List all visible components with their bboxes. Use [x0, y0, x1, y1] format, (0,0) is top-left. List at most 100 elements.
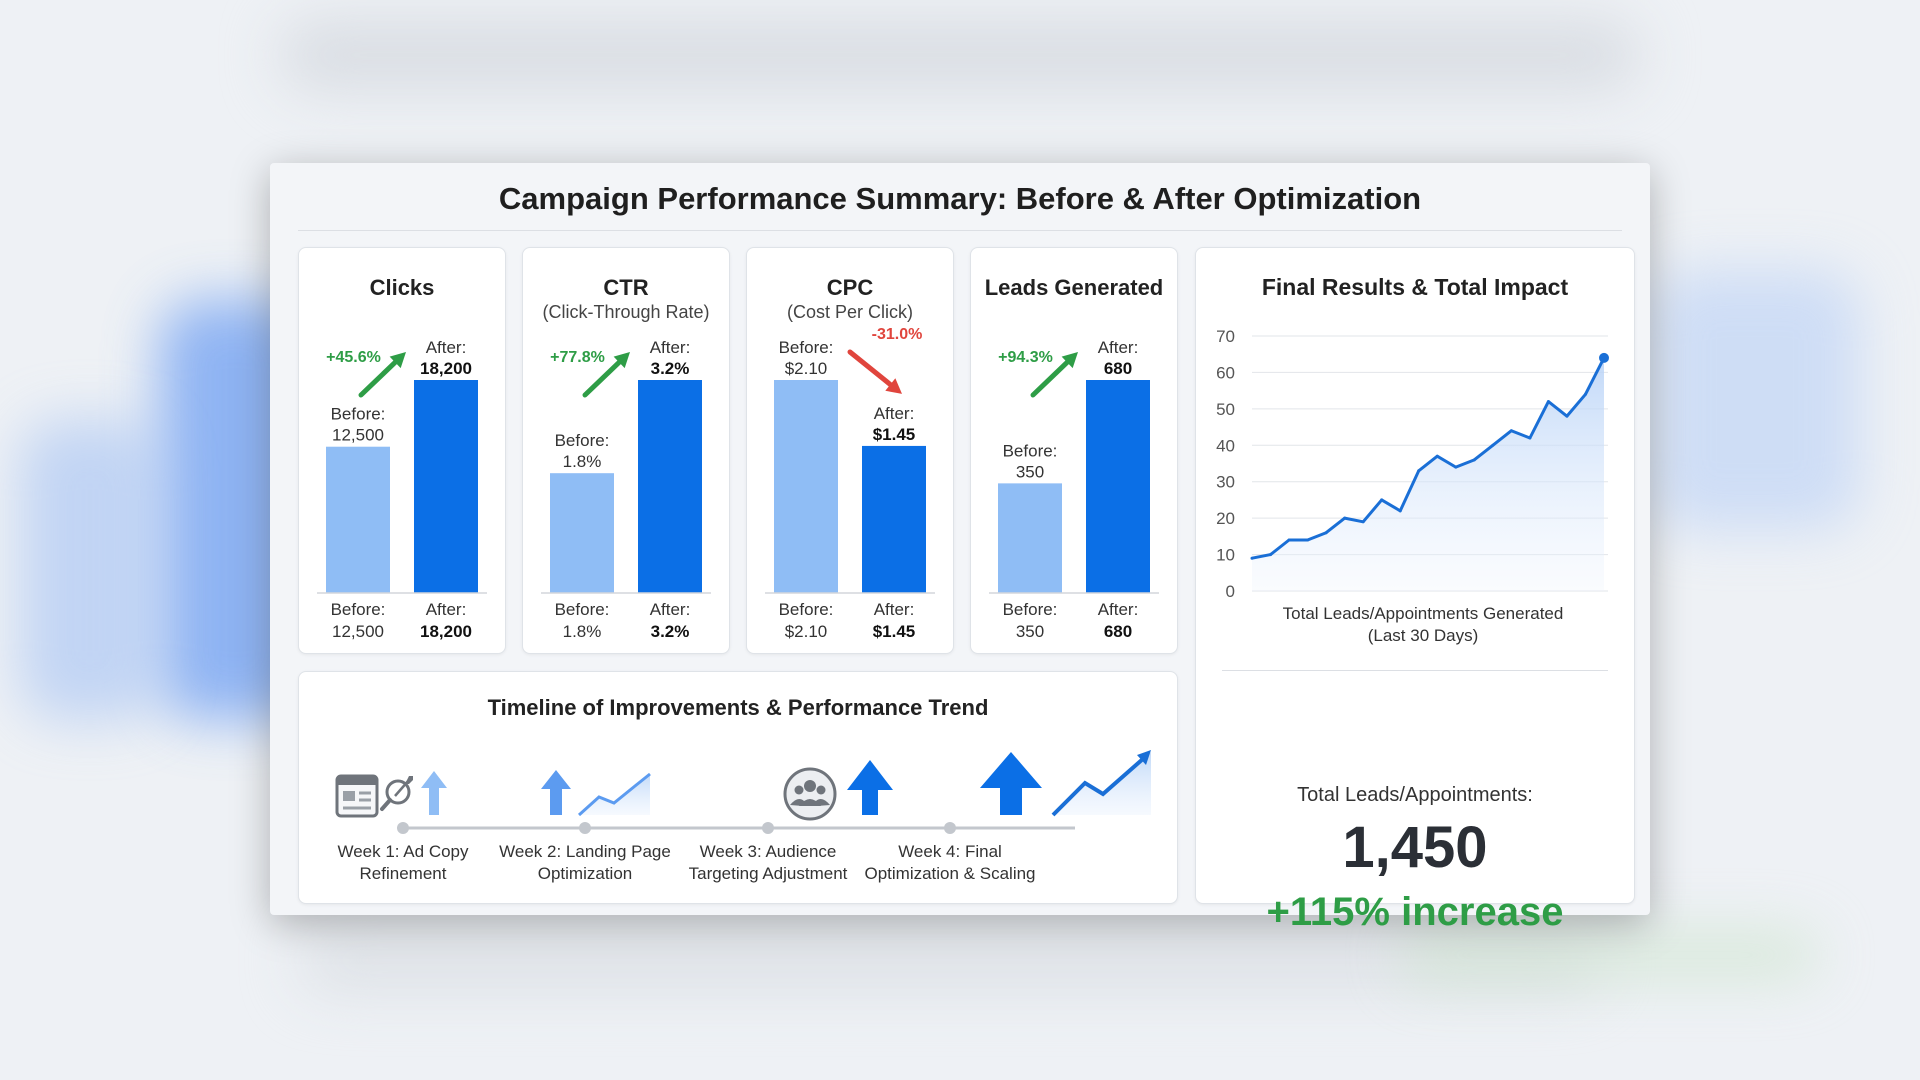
arrow-down-right-head-icon: [885, 378, 902, 394]
cpc-before-label: Before:: [779, 338, 834, 357]
trend-point: [1599, 352, 1609, 363]
leads-change: +94.3%: [998, 349, 1053, 366]
clicks-before-label: Before:: [331, 405, 386, 424]
timeline-step-dot: [762, 822, 774, 834]
arrow-up-right-head-icon: [613, 352, 630, 369]
ctr-subtitle: (Click-Through Rate): [542, 302, 709, 322]
clicks-after-value: 18,200: [420, 359, 472, 378]
clicks-title: Clicks: [370, 275, 435, 300]
cpc-before-bar: [774, 380, 838, 593]
ctr-before-axis-value: 1.8%: [563, 622, 602, 641]
timeline-step-label: Optimization: [538, 864, 632, 883]
clicks-bar-chart: Clicks Before: 12,500 After: 18,200 Before: 12…: [317, 275, 487, 641]
ctr-after-axis-label: After:: [650, 600, 691, 619]
trend-point: [1509, 429, 1513, 433]
leads-after-value: 680: [1104, 359, 1132, 378]
timeline-step-dot: [579, 822, 591, 834]
trend-point: [1380, 498, 1384, 502]
trend-line-icon: [577, 772, 651, 817]
timeline-step-label: Refinement: [360, 864, 447, 883]
ctr-before-axis-label: Before:: [555, 600, 610, 619]
clicks-before-value: 12,500: [332, 426, 384, 445]
cpc-bar-chart: CPC(Cost Per Click) Before: $2.10 After: $1.…: [765, 275, 935, 641]
results-divider: [1222, 670, 1608, 671]
total-leads-value: 1,450: [1342, 815, 1488, 880]
browser-page-icon: [335, 774, 379, 818]
cpc-after-axis-label: After:: [874, 600, 915, 619]
leads-after-label: After:: [1098, 338, 1139, 357]
trend-x-label-2: (Last 30 Days): [1368, 626, 1479, 645]
cpc-before-axis-value: $2.10: [785, 622, 828, 641]
ctr-before-value: 1.8%: [563, 452, 602, 471]
leads-after-axis-value: 680: [1104, 622, 1132, 641]
clicks-change: +45.6%: [326, 349, 381, 366]
title-divider: [298, 230, 1622, 231]
trend-point: [1306, 538, 1310, 542]
arrow-up-right-icon: [358, 359, 398, 398]
y-tick-label: 40: [1216, 436, 1235, 455]
arrow-up-right-head-icon: [1061, 352, 1078, 369]
timeline-step-dot: [397, 822, 409, 834]
arrow-up-right-icon: [1030, 359, 1070, 398]
clicks-before-axis-value: 12,500: [332, 622, 384, 641]
trend-point: [1565, 414, 1569, 418]
magnifier-target-icon: [380, 776, 413, 811]
leads-card: Leads Generated Before: 350 After: 680 Before…: [970, 247, 1178, 654]
cpc-after-value: $1.45: [873, 425, 916, 444]
trend-point: [1546, 400, 1550, 404]
ctr-before-label: Before:: [555, 431, 610, 450]
trend-point: [1287, 538, 1291, 542]
y-tick-label: 70: [1216, 327, 1235, 346]
trend-point: [1528, 436, 1532, 440]
cpc-change: -31.0%: [872, 326, 923, 343]
trend-point: [1583, 392, 1587, 396]
clicks-before-axis-label: Before:: [331, 600, 386, 619]
trend-point: [1324, 531, 1328, 535]
leads-before-axis-label: Before:: [1003, 600, 1058, 619]
y-tick-label: 60: [1216, 363, 1235, 382]
ctr-after-label: After:: [650, 338, 691, 357]
y-tick-label: 20: [1216, 509, 1235, 528]
ctr-after-bar: [638, 380, 702, 593]
timeline-title: Timeline of Improvements & Performance T…: [488, 695, 989, 720]
total-leads-label: Total Leads/Appointments:: [1297, 784, 1533, 806]
dashboard-panel: Campaign Performance Summary: Before & A…: [270, 163, 1650, 934]
leads-after-bar: [1086, 380, 1150, 593]
timeline-chart: Timeline of Improvements & Performance T…: [335, 695, 1151, 883]
ctr-card: CTR (Click-Through Rate) Before: 1.8% After:…: [522, 247, 730, 654]
trend-chart: Final Results & Total Impact 0 10 20 30 40 50 6…: [1216, 274, 1609, 645]
trend-point: [1472, 458, 1476, 462]
clicks-after-bar: [414, 380, 478, 593]
leads-after-axis-label: After:: [1098, 600, 1139, 619]
trend-point: [1250, 556, 1254, 560]
trend-line: [1251, 357, 1606, 560]
clicks-after-axis-label: After:: [426, 600, 467, 619]
cpc-before-axis-label: Before:: [779, 600, 834, 619]
trend-point: [1398, 509, 1402, 513]
cpc-subtitle: (Cost Per Click): [787, 302, 913, 322]
arrow-up-icon: [847, 760, 893, 815]
trend-area: [1252, 357, 1604, 591]
timeline-card: Timeline of Improvements & Performance T…: [298, 671, 1178, 904]
trend-point: [1417, 469, 1421, 473]
arrow-up-icon: [980, 752, 1042, 815]
leads-before-bar: [998, 483, 1062, 593]
trend-x-label: Total Leads/Appointments Generated: [1283, 604, 1564, 623]
leads-title: Leads Generated: [985, 275, 1164, 300]
trend-point: [1343, 516, 1347, 520]
arrow-up-icon: [421, 771, 447, 815]
arrow-down-right-icon: [847, 349, 893, 388]
y-tick-label: 50: [1216, 400, 1235, 419]
ctr-bar-chart: CTR(Click-Through Rate) Before: 1.8% After:…: [541, 275, 711, 641]
ctr-title: CTR: [603, 275, 648, 300]
clicks-after-label: After:: [426, 338, 467, 357]
y-tick-label: 30: [1216, 473, 1235, 492]
timeline-step-dot: [944, 822, 956, 834]
y-tick-label: 0: [1226, 582, 1235, 601]
ctr-before-bar: [550, 473, 614, 593]
total-increase: +115% increase: [1266, 890, 1564, 934]
arrow-up-right-head-icon: [389, 352, 406, 369]
leads-before-axis-value: 350: [1016, 622, 1044, 641]
trend-point: [1454, 465, 1458, 469]
timeline-step-label: Targeting Adjustment: [689, 864, 848, 883]
